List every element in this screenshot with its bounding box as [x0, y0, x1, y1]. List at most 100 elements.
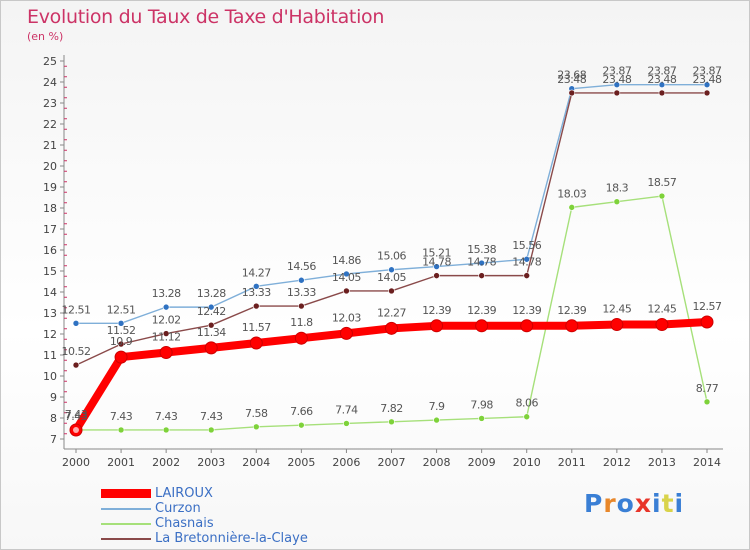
series-3-point — [478, 272, 485, 279]
series-0-data-label: 12.39 — [557, 304, 586, 317]
series-0-point — [385, 321, 398, 335]
y-tick-label: 10 — [43, 370, 57, 383]
y-tick-label: 9 — [50, 391, 57, 404]
series-1-point — [523, 255, 531, 263]
y-tick-label: 11 — [43, 349, 57, 362]
y-tick-label: 18 — [43, 202, 57, 215]
chart-series — [69, 81, 714, 437]
series-3-data-label: 10.52 — [62, 345, 91, 358]
series-1-point — [343, 270, 350, 278]
legend-label-chasnais: Chasnais — [155, 516, 214, 531]
y-tick-label: 15 — [43, 265, 57, 278]
series-2-data-label: 7.66 — [290, 405, 313, 418]
series-3-data-label: 23.48 — [647, 73, 676, 86]
series-0-data-label: 11.8 — [290, 316, 313, 329]
series-3-point — [298, 302, 305, 310]
series-1-data-label: 15.56 — [512, 239, 541, 252]
series-1-data-label: 23.68 — [557, 69, 586, 82]
x-tick-label: 2004 — [242, 456, 270, 469]
series-3-point — [162, 330, 170, 337]
series-3-data-label: 11.52 — [107, 324, 136, 337]
y-tick-label: 13 — [43, 307, 57, 320]
y-tick-label: 7 — [50, 433, 57, 446]
series-1-data-label: 12.51 — [107, 303, 136, 316]
series-0-data-label: 11.12 — [152, 330, 181, 343]
series-1-data-label: 15.38 — [467, 243, 496, 256]
series-2-point — [207, 426, 215, 434]
series-0-point — [249, 336, 263, 350]
series-1-data-label: 23.87 — [602, 65, 631, 78]
legend-swatch-la-bretonniere — [101, 537, 151, 540]
series-2-data-label: 18.3 — [606, 182, 629, 195]
logo-letter: i — [674, 489, 685, 518]
logo-letter: r — [603, 489, 617, 518]
series-3-data-label: 13.33 — [287, 286, 316, 299]
series-3-data-label: 14.78 — [512, 256, 541, 269]
series-2-data-label: 8.06 — [515, 397, 538, 410]
x-tick-label: 2010 — [513, 456, 541, 469]
series-1-data-label: 14.27 — [242, 266, 271, 279]
y-tick-label: 8 — [50, 412, 57, 425]
series-0-point — [339, 326, 353, 340]
logo-letter: o — [616, 489, 635, 518]
series-1-point — [388, 266, 395, 274]
x-tick-label: 2003 — [197, 456, 225, 469]
legend-label-lairoux: LAIROUX — [155, 486, 213, 501]
chart-legend: LAIROUX Curzon Chasnais La Bretonnière-l… — [101, 486, 308, 546]
series-0-point — [520, 319, 534, 333]
series-0-data-label: 12.03 — [332, 311, 361, 324]
proxiti-logo: Proxiti — [584, 489, 684, 518]
series-0-point — [610, 318, 624, 332]
series-1-data-label: 12.51 — [62, 303, 91, 316]
series-1-data-label: 23.87 — [693, 65, 722, 78]
series-0-point — [159, 345, 173, 359]
series-1-point — [658, 81, 666, 89]
chart-subtitle: (en %) — [27, 30, 64, 43]
series-3-point — [658, 89, 666, 97]
x-tick-label: 2001 — [107, 456, 135, 469]
series-2-data-label: 7.82 — [380, 402, 403, 415]
series-0-point — [114, 350, 128, 364]
series-3-point — [117, 340, 125, 348]
x-tick-label: 2005 — [287, 456, 315, 469]
series-3-point — [207, 321, 215, 329]
y-tick-label: 21 — [43, 139, 57, 152]
series-0-data-label: 12.27 — [377, 306, 406, 319]
x-tick-label: 2006 — [332, 456, 360, 469]
series-3-data-label: 14.78 — [467, 256, 496, 269]
series-1-point — [117, 319, 125, 327]
series-2-data-label: 7.98 — [470, 398, 493, 411]
series-0-data-label: 12.39 — [512, 304, 541, 317]
series-3-data-label: 13.33 — [242, 286, 271, 299]
y-tick-label: 17 — [43, 223, 57, 236]
series-2-data-label: 7.43 — [65, 410, 88, 423]
series-0-data-label: 11.34 — [197, 326, 226, 339]
series-2-data-label: 7.9 — [429, 400, 445, 413]
series-1-data-label: 13.28 — [152, 287, 181, 300]
series-0-point — [294, 331, 308, 345]
series-3-data-label: 23.48 — [557, 73, 586, 86]
series-3-data-label: 23.48 — [602, 73, 631, 86]
series-2-point — [658, 192, 666, 200]
series-0-data-label: 12.57 — [693, 300, 722, 313]
series-2-data-label: 7.43 — [110, 410, 133, 423]
series-2-data-label: 18.03 — [557, 187, 586, 200]
series-2-point — [613, 198, 621, 205]
series-0-data-label: 10.9 — [110, 335, 133, 348]
series-2-point — [388, 418, 395, 426]
series-1-data-label: 14.86 — [332, 254, 361, 267]
series-2-data-label: 7.43 — [200, 410, 223, 423]
y-tick-label: 20 — [43, 160, 57, 173]
series-3-point — [343, 287, 350, 295]
series-2-point — [162, 426, 170, 434]
series-3-point — [252, 302, 260, 310]
series-2-point — [703, 398, 711, 406]
series-0-data-label: 7.43 — [65, 408, 88, 421]
series-1-point — [207, 303, 215, 311]
series-2-point — [478, 415, 485, 422]
series-1-data-label: 15.06 — [377, 250, 406, 263]
series-3-point — [568, 89, 576, 97]
series-3-data-label: 12.42 — [197, 305, 226, 318]
series-1-data-label: 13.28 — [197, 287, 226, 300]
